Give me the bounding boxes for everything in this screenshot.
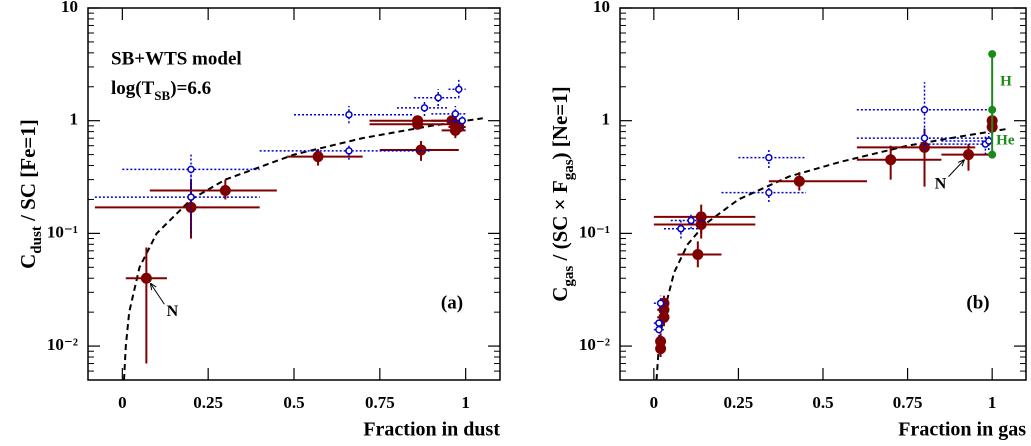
open-point [985,137,993,145]
filled-point [415,144,427,156]
filled-point [919,141,930,153]
open-point [187,165,195,174]
filled-point [655,335,667,347]
x-tick-label: 0.25 [193,393,223,412]
model-parameter: log(TSB)=6.6 [111,78,211,103]
text-part: / (SC × F [548,180,572,265]
y-tick-label: 10⁻¹ [579,222,610,241]
y-tick-label: 10⁻¹ [47,222,78,241]
open-point [656,299,665,307]
open-point [655,319,663,327]
text-part: SB [154,88,170,103]
filled-point [988,105,997,114]
filled-point [793,175,805,187]
open-point [455,85,463,94]
x-tick-label: 0 [118,393,127,412]
x-tick-label: 1 [988,393,997,412]
panel-label: (b) [966,292,989,313]
open-point [451,110,460,118]
x-tick-label: 0.75 [893,393,923,412]
text-part: ) [Ne=1] [548,86,572,159]
filled-point [219,185,231,197]
open-point [187,193,195,201]
filled-point [962,149,974,161]
filled-point [885,154,897,166]
panel-label: (a) [441,292,463,313]
point-label: N [935,175,947,192]
open-point [420,104,429,112]
x-tick-label: 0.25 [724,393,754,412]
y-axis-label: Cdust / SC [Fe=1] [16,119,46,269]
x-tick-label: 0.5 [812,393,833,412]
x-tick-label: 0.75 [365,393,395,412]
filled-point [988,150,997,159]
filled-point [695,218,707,230]
element-label: H [1000,74,1012,90]
y-tick-label: 10 [61,0,78,16]
open-point [655,325,663,334]
y-tick-label: 10 [593,0,610,16]
open-point [434,93,442,102]
filled-point [140,272,152,284]
text-part: C [16,254,40,269]
filled-point [988,50,997,59]
y-tick-label: 10⁻² [579,335,610,354]
text-part: C [548,287,572,302]
text-part: / SC [Fe=1] [16,119,40,226]
panel: 10⁻² 10⁻¹ 1 10 0 0.25 0.5 0.75 1 Fraction in gas H… [579,0,1027,441]
open-point [920,106,929,114]
text-part: )=6.6 [170,78,211,99]
text-part: gas [561,266,577,287]
x-axis-label: Fraction in gas [898,419,1026,441]
x-axis-label: Fraction in dust [363,419,500,441]
y-tick-label: 10⁻² [47,335,78,354]
annotation-arrow [149,282,165,305]
arrow-head [957,159,965,167]
filled-point [312,151,324,163]
open-point [345,147,353,155]
annotation-arrow [948,159,965,177]
model-label: SB+WTS model [111,48,242,69]
text-part: gas [561,159,577,180]
point-label: N [167,303,179,320]
open-point [687,216,695,225]
open-point [345,110,353,119]
open-point [765,153,773,162]
x-tick-label: 0 [650,393,659,412]
x-tick-label: 0.5 [283,393,304,412]
open-point [765,188,773,197]
open-point [920,134,929,142]
text-part: dust [29,226,45,254]
open-point [458,116,466,125]
open-point [677,224,685,233]
y-tick-label: 1 [602,110,611,129]
y-axis-label: Cgas / (SC × Fgas) [Ne=1] [548,86,578,302]
arrow-head [149,282,157,291]
filled-point [412,118,424,130]
text-part: log(T [111,78,155,99]
x-tick-label: 1 [461,393,470,412]
plot-frame [619,7,1027,381]
panel: 10⁻² 10⁻¹ 1 10 0 0.25 0.5 0.75 1 Fraction in dust… [47,0,501,441]
y-tick-label: 1 [70,110,79,129]
element-label: He [996,132,1015,148]
filled-point [692,248,704,260]
